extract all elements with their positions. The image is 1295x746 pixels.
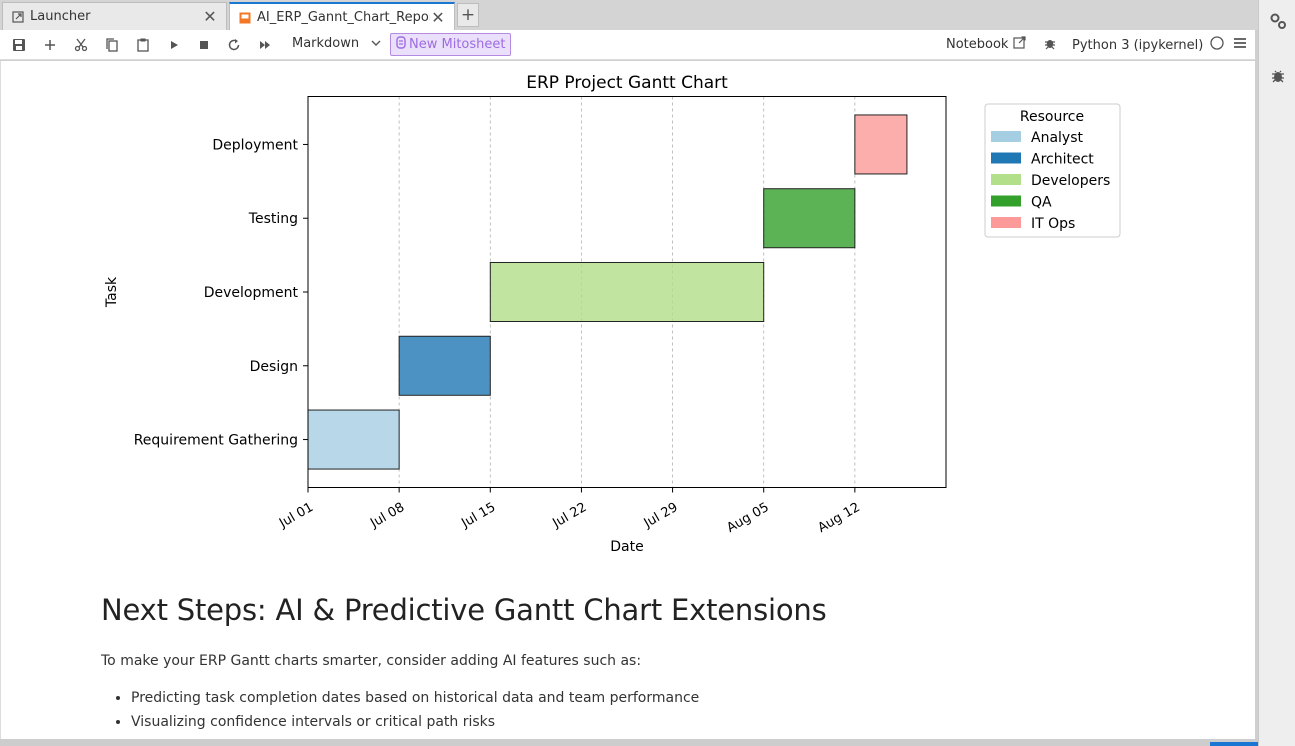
close-icon[interactable]: ✕ xyxy=(431,8,445,27)
task-bar xyxy=(854,114,908,175)
gantt-chart: ERP Project Gantt Chart Requirement Gath… xyxy=(104,73,1121,555)
task-bar xyxy=(763,188,856,249)
legend-title: Resource xyxy=(1020,109,1084,125)
new-mitosheet-button[interactable]: New Mitosheet xyxy=(390,33,512,56)
x-axis-label: Date xyxy=(610,539,643,555)
legend-swatch xyxy=(991,174,1021,185)
right-sidebar xyxy=(1258,0,1295,746)
copy-icon[interactable] xyxy=(103,36,121,54)
fast-forward-icon[interactable] xyxy=(256,36,274,54)
legend-label: QA xyxy=(1031,195,1052,211)
menu-icon[interactable] xyxy=(1233,37,1247,53)
open-notebook-button[interactable]: Notebook xyxy=(946,36,1027,53)
chart-title: ERP Project Gantt Chart xyxy=(526,73,728,93)
task-bar xyxy=(489,261,765,323)
y-tick-label: Design xyxy=(250,359,298,375)
kernel-indicator[interactable]: Python 3 (ipykernel) xyxy=(1072,36,1247,54)
mito-icon xyxy=(396,36,406,53)
y-tick-label: Requirement Gathering xyxy=(134,433,298,449)
run-icon[interactable] xyxy=(165,36,183,54)
y-tick-labels: Requirement Gathering Design Development Te… xyxy=(134,137,308,449)
save-icon[interactable] xyxy=(10,36,28,54)
markdown-heading: Next Steps: AI & Predictive Gantt Chart … xyxy=(101,593,827,627)
add-cell-icon[interactable] xyxy=(41,36,59,54)
bug-icon[interactable] xyxy=(1043,36,1057,50)
list-item: Predicting task completion dates based o… xyxy=(131,690,699,714)
x-tick-label: Jul 08 xyxy=(367,500,407,532)
legend: Resource Analyst Architect Developers QA IT … xyxy=(984,103,1121,238)
list-item: Visualizing confidence intervals or crit… xyxy=(131,714,699,738)
y-tick-label: Deployment xyxy=(212,137,298,153)
tab-label: AI_ERP_Gannt_Chart_Repor xyxy=(257,10,430,25)
legend-label: IT Ops xyxy=(1031,216,1075,232)
tab-notebook[interactable]: AI_ERP_Gannt_Chart_Repor ✕ xyxy=(229,2,455,31)
notebook-icon xyxy=(238,11,251,24)
legend-swatch xyxy=(991,131,1021,142)
cell-type-label: Markdown xyxy=(292,36,360,51)
status-accent xyxy=(1210,742,1258,746)
y-axis-label: Task xyxy=(104,276,120,308)
notebook-label: Notebook xyxy=(946,37,1009,52)
legend-swatch xyxy=(991,195,1021,207)
y-tick-label: Development xyxy=(204,285,299,301)
kernel-status-icon xyxy=(1210,36,1224,54)
external-link-icon xyxy=(1013,36,1027,53)
x-tick-label: Aug 12 xyxy=(815,500,862,536)
chevron-down-icon xyxy=(371,36,381,51)
tab-bar: Launcher ✕ AI_ERP_Gannt_Chart_Repor ✕ + xyxy=(0,0,1258,31)
kernel-name: Python 3 (ipykernel) xyxy=(1072,37,1204,53)
task-bar xyxy=(398,335,491,396)
paste-icon[interactable] xyxy=(134,36,152,54)
tab-label: Launcher xyxy=(30,9,91,24)
markdown-paragraph: To make your ERP Gantt charts smarter, c… xyxy=(101,653,642,669)
tab-launcher[interactable]: Launcher ✕ xyxy=(2,2,227,30)
legend-swatch xyxy=(991,217,1021,228)
x-tick-label: Jul 29 xyxy=(641,500,681,532)
y-tick-label: Testing xyxy=(248,211,298,227)
x-tick-label: Jul 22 xyxy=(550,500,590,532)
mitosheet-label: New Mitosheet xyxy=(409,37,506,52)
task-bar xyxy=(307,409,400,470)
restart-icon[interactable] xyxy=(225,36,243,54)
x-tick-label: Jul 01 xyxy=(276,500,316,532)
x-tick-labels: Jul 01 Jul 08 Jul 15 Jul 22 Jul 29 Aug 05 Aug … xyxy=(276,487,863,536)
legend-label: Analyst xyxy=(1031,130,1083,146)
cut-icon[interactable] xyxy=(72,36,90,54)
debugger-icon[interactable] xyxy=(1269,67,1287,85)
bars xyxy=(307,114,908,470)
legend-swatch xyxy=(991,152,1021,164)
cell-type-select[interactable]: Markdown xyxy=(292,36,381,51)
new-tab-button[interactable]: + xyxy=(457,3,479,27)
legend-label: Developers xyxy=(1031,173,1110,189)
status-bar xyxy=(0,739,1258,746)
x-tick-label: Jul 15 xyxy=(458,500,498,532)
legend-label: Architect xyxy=(1031,152,1094,168)
property-inspector-icon[interactable] xyxy=(1269,12,1287,30)
stop-icon[interactable] xyxy=(195,36,213,54)
notebook-panel: ERP Project Gantt Chart Requirement Gath… xyxy=(0,61,1255,739)
notebook-toolbar: Markdown New Mitosheet Notebook Python 3… xyxy=(0,30,1255,60)
markdown-list: Predicting task completion dates based o… xyxy=(131,690,699,738)
launcher-icon xyxy=(11,10,24,23)
x-tick-label: Aug 05 xyxy=(724,500,771,536)
close-icon[interactable]: ✕ xyxy=(203,7,217,26)
